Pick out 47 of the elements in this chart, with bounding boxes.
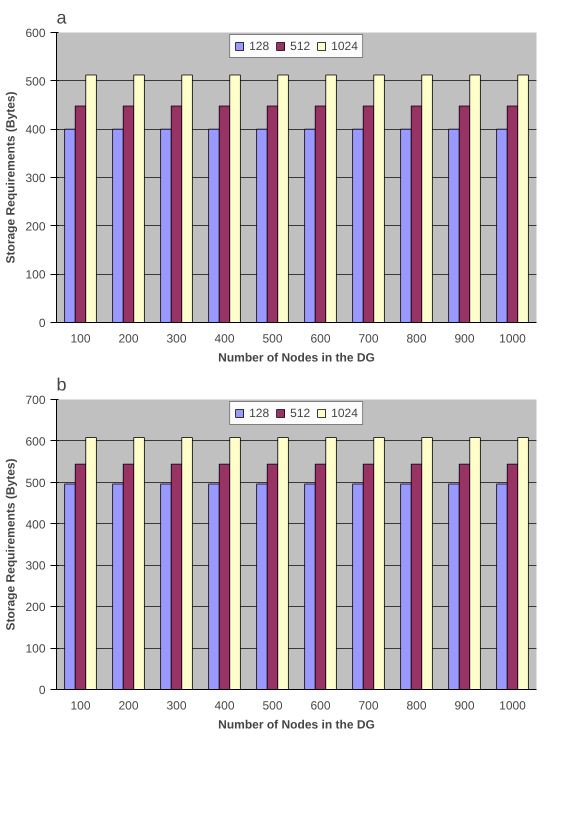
x-tick-label: 700 — [358, 698, 379, 712]
y-tick-label: 600 — [25, 26, 46, 40]
x-tick-label: 300 — [166, 332, 187, 346]
y-tick-label: 200 — [25, 219, 46, 234]
x-tick-label: 900 — [454, 332, 475, 346]
legend-label: 1024 — [331, 406, 358, 420]
x-tick-label: 600 — [310, 698, 331, 712]
y-tick-label: 700 — [25, 393, 46, 407]
y-axis-title: Storage Requirements (Bytes) — [3, 91, 18, 264]
legend-label: 1024 — [331, 39, 358, 53]
x-tick-label: 1000 — [499, 698, 526, 712]
y-tick-label: 100 — [25, 642, 46, 656]
x-axis-title: Number of Nodes in the DG — [218, 718, 375, 732]
x-tick-label: 300 — [166, 698, 187, 712]
x-tick-label: 400 — [214, 698, 235, 712]
y-tick-label: 600 — [25, 434, 46, 448]
legend-label: 128 — [249, 406, 270, 420]
x-tick-label: 500 — [262, 698, 283, 712]
legend-label: 128 — [249, 39, 270, 53]
x-axis-title: Number of Nodes in the DG — [218, 350, 375, 364]
x-tick-label: 700 — [358, 332, 379, 346]
y-tick-label: 100 — [25, 268, 46, 282]
x-tick-label: 200 — [118, 332, 139, 346]
chart-title: a — [56, 8, 68, 28]
y-tick-label: 500 — [25, 74, 46, 88]
x-tick-label: 800 — [406, 698, 427, 712]
y-tick-label: 300 — [25, 171, 46, 185]
x-tick-label: 800 — [406, 332, 427, 346]
y-tick-label: 500 — [25, 476, 46, 490]
y-axis-title: Storage Requirements (Bytes) — [3, 458, 18, 631]
x-tick-label: 100 — [70, 332, 91, 346]
legend-label: 512 — [290, 39, 310, 53]
y-tick-label: 0 — [38, 316, 46, 330]
legend-label: 512 — [290, 406, 310, 420]
x-tick-label: 1000 — [499, 332, 526, 346]
x-tick-label: 100 — [70, 698, 91, 712]
y-tick-label: 0 — [38, 683, 46, 697]
y-tick-label: 400 — [25, 122, 46, 137]
x-tick-label: 500 — [262, 332, 283, 346]
x-tick-label: 900 — [454, 698, 475, 712]
y-tick-label: 400 — [25, 517, 46, 532]
y-tick-label: 300 — [25, 558, 46, 573]
chart-title: b — [56, 374, 67, 394]
x-tick-label: 200 — [118, 698, 139, 712]
y-tick-label: 200 — [25, 600, 46, 614]
x-tick-label: 400 — [214, 332, 235, 346]
x-tick-label: 600 — [310, 332, 331, 346]
